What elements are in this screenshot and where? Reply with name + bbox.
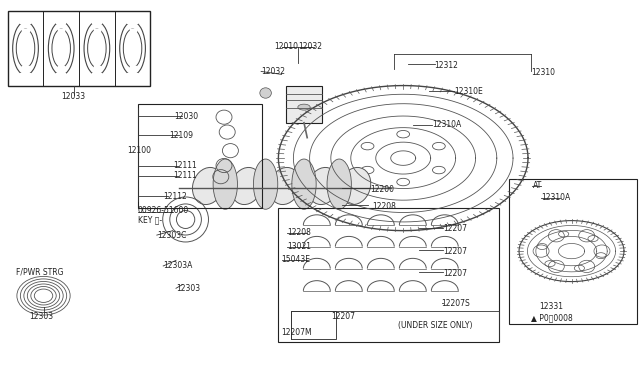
Ellipse shape	[260, 88, 271, 98]
Text: 12200: 12200	[370, 185, 394, 194]
Ellipse shape	[327, 159, 351, 209]
Text: 12207S: 12207S	[442, 299, 470, 308]
Bar	[287, 86, 321, 123]
Ellipse shape	[231, 167, 262, 205]
Text: 00926-51600: 00926-51600	[138, 206, 189, 215]
Text: 12331: 12331	[539, 302, 563, 311]
Text: 12310: 12310	[531, 68, 555, 77]
Text: 12109: 12109	[170, 131, 194, 140]
Text: AT: AT	[532, 182, 541, 190]
Text: F/PWR STRG: F/PWR STRG	[16, 267, 63, 276]
Text: 12032: 12032	[298, 42, 323, 51]
Text: 12111: 12111	[173, 171, 196, 180]
Text: 12310A: 12310A	[432, 120, 461, 129]
Text: 12303: 12303	[176, 284, 200, 293]
Text: 12100: 12100	[127, 146, 151, 155]
Text: 12208: 12208	[287, 228, 310, 237]
Text: 12207: 12207	[443, 247, 467, 256]
Text: 12310A: 12310A	[541, 193, 570, 202]
Text: 12310E: 12310E	[454, 87, 483, 96]
Text: 12207: 12207	[332, 312, 356, 321]
Ellipse shape	[298, 104, 310, 110]
Text: ▲ P0＜0008: ▲ P0＜0008	[531, 314, 573, 323]
Bar	[509, 179, 637, 324]
Text: 12207: 12207	[443, 269, 467, 278]
Text: 12010: 12010	[274, 42, 298, 51]
Bar	[138, 104, 262, 208]
Text: 12030: 12030	[174, 112, 198, 121]
Text: 13021: 13021	[287, 242, 311, 251]
Bar	[278, 208, 499, 342]
Text: 12207M: 12207M	[282, 328, 312, 337]
Text: 12111: 12111	[173, 161, 196, 170]
Ellipse shape	[213, 159, 237, 209]
Text: 12303A: 12303A	[163, 262, 193, 270]
Ellipse shape	[269, 167, 300, 205]
Text: 12032: 12032	[261, 67, 285, 76]
Ellipse shape	[308, 167, 339, 205]
Text: 12303C: 12303C	[157, 231, 186, 240]
Ellipse shape	[292, 159, 316, 209]
Bar	[291, 311, 336, 339]
Bar	[8, 11, 150, 86]
Text: 12312: 12312	[434, 61, 458, 70]
Text: KEY キ-: KEY キ-	[138, 215, 162, 224]
Text: 12303: 12303	[29, 312, 53, 321]
Ellipse shape	[340, 167, 371, 205]
Ellipse shape	[193, 167, 223, 205]
Text: (UNDER SIZE ONLY): (UNDER SIZE ONLY)	[398, 321, 472, 330]
Text: 12207: 12207	[443, 224, 467, 233]
Text: 12112: 12112	[163, 192, 187, 201]
Text: 15043E: 15043E	[282, 255, 310, 264]
Text: 12208: 12208	[372, 202, 396, 211]
Text: 12033: 12033	[61, 92, 86, 101]
Ellipse shape	[253, 159, 278, 209]
